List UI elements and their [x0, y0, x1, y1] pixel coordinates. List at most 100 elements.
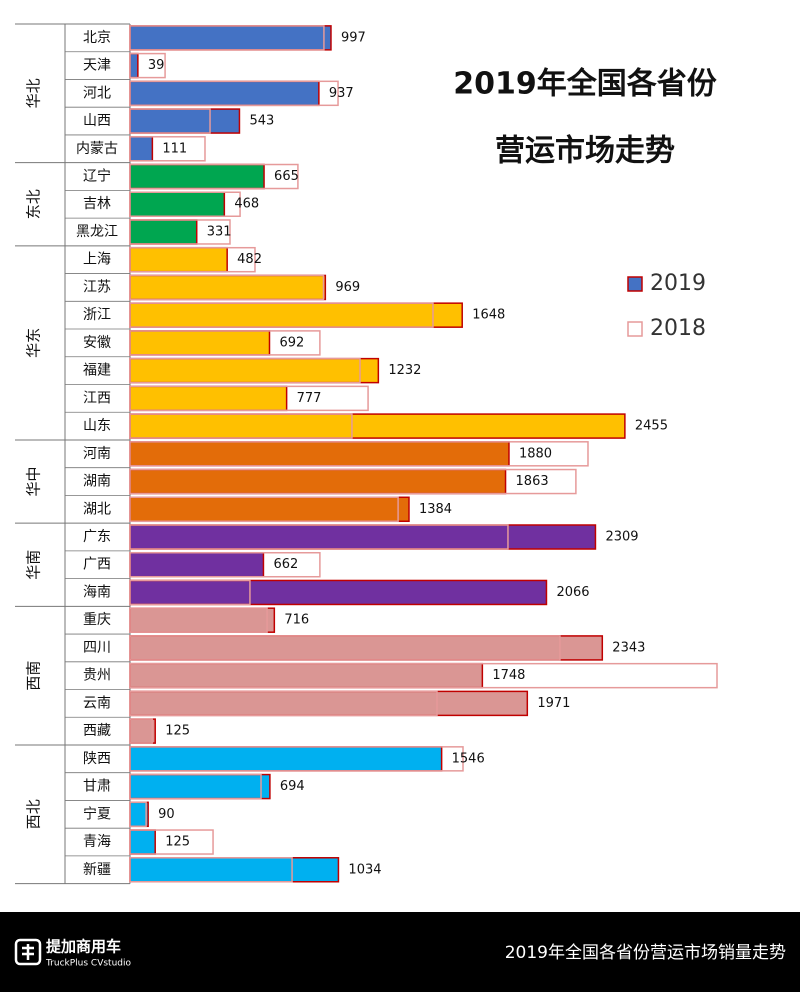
province-label: 陕西	[83, 751, 111, 767]
province-label: 山东	[83, 418, 111, 434]
bar-2019	[129, 191, 226, 217]
province-label: 福建	[83, 363, 111, 379]
bar-2019	[129, 496, 410, 523]
value-label: 1748	[492, 668, 525, 683]
legend-swatch	[627, 321, 643, 337]
bar-2018	[129, 829, 214, 855]
bar-2019	[129, 607, 276, 633]
province-label: 重庆	[83, 612, 111, 628]
province-label: 新疆	[83, 862, 111, 878]
legend-swatch	[627, 276, 643, 292]
province-label: 湖南	[83, 474, 111, 490]
bar-2018	[129, 662, 718, 689]
bar-2018	[129, 690, 438, 717]
logo-text: 提加商用车	[46, 938, 121, 956]
province-label: 浙江	[83, 307, 111, 323]
footer-caption: 2019年全国各省份营运市场销量走势	[505, 943, 786, 963]
province-label: 广东	[83, 529, 111, 545]
bar-2019	[129, 690, 529, 717]
region-label: 东北	[25, 189, 43, 219]
bar-2019	[129, 857, 340, 883]
bar-2018	[129, 468, 577, 495]
bar-2018	[129, 219, 231, 245]
bar-2019	[129, 662, 484, 689]
bar-2019	[129, 108, 241, 134]
value-label: 1880	[519, 446, 552, 461]
bar-2018	[129, 857, 293, 883]
value-label: 111	[162, 141, 187, 156]
bar-2018	[129, 52, 166, 79]
province-label: 青海	[83, 834, 111, 850]
bar-2019	[129, 302, 463, 328]
province-label: 江苏	[83, 279, 111, 295]
value-label: 969	[335, 280, 360, 295]
bar-2018	[129, 385, 369, 412]
value-label: 468	[234, 197, 259, 212]
bar-2018	[129, 746, 464, 772]
value-label: 1232	[388, 363, 421, 378]
bar-2018	[129, 80, 339, 107]
bar-2018	[129, 524, 509, 550]
province-label: 辽宁	[83, 168, 111, 185]
bar-2018	[129, 413, 353, 439]
value-label: 2343	[612, 640, 645, 655]
bar-2019	[129, 246, 228, 273]
value-label: 125	[165, 724, 190, 739]
bar-2018	[129, 718, 153, 744]
province-label: 北京	[83, 30, 111, 46]
value-label: 692	[279, 335, 304, 350]
value-label: 125	[165, 835, 190, 850]
value-label: 937	[329, 86, 354, 101]
province-label: 贵州	[83, 668, 111, 684]
bar-2018	[129, 25, 325, 51]
bar-2019	[129, 551, 265, 578]
bar-2018	[129, 357, 361, 384]
province-label: 河南	[83, 446, 111, 462]
bar-2018	[129, 274, 325, 301]
value-label: 2455	[635, 419, 668, 434]
region-label: 西南	[25, 661, 43, 691]
bar-2019	[129, 468, 507, 495]
bar-2018	[129, 246, 256, 273]
province-label: 西藏	[83, 723, 111, 739]
bar-2018	[129, 108, 211, 134]
province-label: 内蒙古	[76, 141, 118, 157]
bar-2018	[129, 579, 251, 606]
value-label: 90	[158, 807, 175, 822]
bar-2018	[129, 607, 268, 633]
bar-2019	[129, 829, 156, 855]
region-label: 华南	[25, 550, 43, 580]
bar-2019	[129, 524, 597, 550]
value-label: 694	[280, 779, 305, 794]
value-label: 2309	[605, 530, 638, 545]
province-label: 安徽	[83, 335, 111, 351]
chart-title: 2019年全国各省份	[453, 67, 717, 102]
bar-2019	[129, 25, 332, 51]
bar-2019	[129, 219, 198, 245]
chart-title: 营运市场走势	[495, 134, 675, 169]
province-label: 上海	[83, 252, 111, 268]
logo-icon	[14, 938, 42, 966]
region-label: 华东	[25, 328, 43, 358]
bar-2019	[129, 718, 156, 744]
value-label: 665	[274, 169, 299, 184]
bar-2019	[129, 385, 288, 412]
bar-2019	[129, 136, 154, 162]
bar-2019	[129, 80, 320, 107]
province-label: 广西	[83, 557, 111, 573]
bar-2018	[129, 773, 262, 800]
value-label: 716	[284, 613, 309, 628]
value-label: 1034	[348, 862, 381, 877]
bar-2018	[129, 330, 321, 356]
bar-2018	[129, 801, 147, 828]
bar-2018	[129, 551, 321, 578]
value-label: 997	[341, 30, 366, 45]
province-label: 山西	[83, 113, 111, 129]
legend-label: 2019	[650, 271, 706, 296]
province-label: 天津	[83, 58, 111, 74]
province-label: 宁夏	[83, 805, 111, 822]
bar-2019	[129, 413, 626, 439]
bar-2019	[129, 163, 265, 190]
value-label: 1384	[419, 502, 452, 517]
